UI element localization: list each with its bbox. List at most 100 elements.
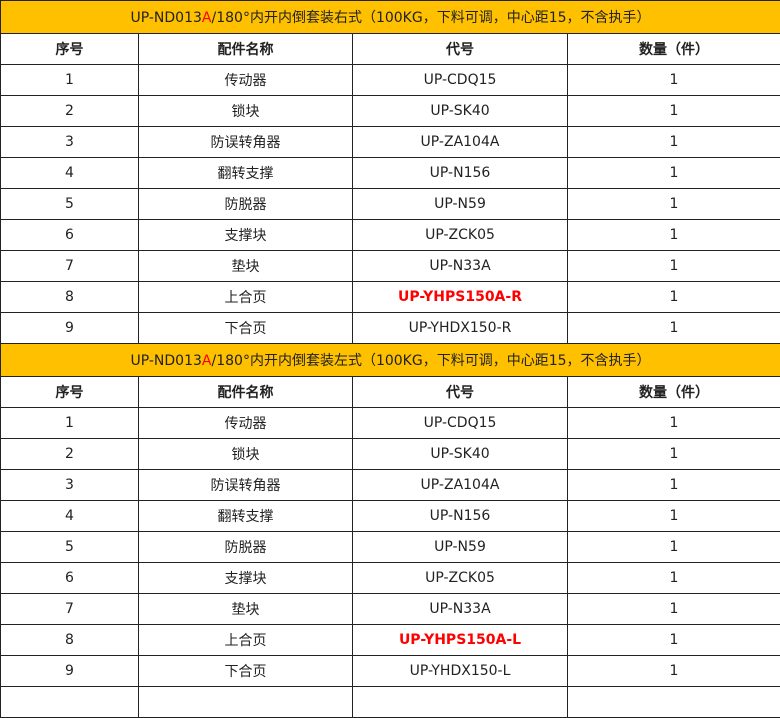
title-highlight: A	[202, 353, 212, 369]
column-header: 代号	[353, 34, 568, 65]
cell-code: UP-N33A	[353, 594, 568, 625]
cell-code: UP-SK40	[353, 96, 568, 127]
cell-name: 垫块	[139, 251, 353, 282]
column-header: 配件名称	[139, 34, 353, 65]
cell-name: 传动器	[139, 65, 353, 96]
cell-name: 垫块	[139, 594, 353, 625]
cell-no: 5	[1, 189, 139, 220]
cell-qty: 1	[568, 158, 780, 189]
cell-no: 6	[1, 563, 139, 594]
cell-code: UP-ZA104A	[353, 470, 568, 501]
cell-no: 8	[1, 625, 139, 656]
title-highlight: A	[202, 10, 212, 26]
cell-qty: 1	[568, 625, 780, 656]
cell-no: 6	[1, 220, 139, 251]
cell-qty: 1	[568, 656, 780, 687]
cell-code: UP-CDQ15	[353, 408, 568, 439]
cell-qty: 1	[568, 532, 780, 563]
title-suffix: /180°内开内倒套装左式（100KG，下料可调，中心距15，不含执手）	[212, 353, 651, 369]
cell-no: 7	[1, 594, 139, 625]
column-header: 序号	[1, 34, 139, 65]
cell-qty: 1	[568, 127, 780, 158]
section-title: UP-ND013A/180°内开内倒套装右式（100KG，下料可调，中心距15，…	[1, 1, 780, 34]
cell-name: 上合页	[139, 625, 353, 656]
column-header: 数量（件）	[568, 377, 780, 408]
cell-name: 锁块	[139, 439, 353, 470]
section-title-row: UP-ND013A/180°内开内倒套装左式（100KG，下料可调，中心距15，…	[1, 344, 780, 377]
cell-name: 支撑块	[139, 563, 353, 594]
cell-code: UP-CDQ15	[353, 65, 568, 96]
empty-cell	[1, 687, 139, 718]
cell-no: 1	[1, 408, 139, 439]
cell-qty: 1	[568, 439, 780, 470]
cell-qty: 1	[568, 282, 780, 313]
cell-no: 7	[1, 251, 139, 282]
cell-no: 3	[1, 127, 139, 158]
cell-code: UP-ZCK05	[353, 220, 568, 251]
cell-name: 传动器	[139, 408, 353, 439]
column-header: 序号	[1, 377, 139, 408]
cell-name: 下合页	[139, 313, 353, 344]
cell-name: 翻转支撑	[139, 501, 353, 532]
cell-qty: 1	[568, 594, 780, 625]
cell-qty: 1	[568, 251, 780, 282]
cell-no: 9	[1, 313, 139, 344]
title-prefix: UP-ND013	[131, 353, 202, 369]
cell-no: 8	[1, 282, 139, 313]
section-title-row: UP-ND013A/180°内开内倒套装右式（100KG，下料可调，中心距15，…	[1, 1, 780, 34]
cell-name: 翻转支撑	[139, 158, 353, 189]
cell-no: 4	[1, 158, 139, 189]
cell-qty: 1	[568, 96, 780, 127]
empty-cell	[353, 687, 568, 718]
cell-qty: 1	[568, 408, 780, 439]
title-prefix: UP-ND013	[131, 10, 202, 26]
cell-no: 5	[1, 532, 139, 563]
header-row: 序号配件名称代号数量（件）	[1, 34, 780, 65]
cell-code: UP-YHPS150A-R	[353, 282, 568, 313]
cell-qty: 1	[568, 189, 780, 220]
cell-qty: 1	[568, 501, 780, 532]
cell-no: 9	[1, 656, 139, 687]
cell-name: 防脱器	[139, 532, 353, 563]
cell-code: UP-N156	[353, 158, 568, 189]
column-header: 数量（件）	[568, 34, 780, 65]
column-header: 代号	[353, 377, 568, 408]
cell-code: UP-YHDX150-L	[353, 656, 568, 687]
cell-code: UP-YHPS150A-L	[353, 625, 568, 656]
cell-no: 2	[1, 439, 139, 470]
cell-no: 4	[1, 501, 139, 532]
cell-code: UP-N33A	[353, 251, 568, 282]
empty-row	[1, 687, 780, 718]
header-row: 序号配件名称代号数量（件）	[1, 377, 780, 408]
cell-qty: 1	[568, 220, 780, 251]
cell-code: UP-ZA104A	[353, 127, 568, 158]
cell-no: 2	[1, 96, 139, 127]
cell-name: 锁块	[139, 96, 353, 127]
empty-cell	[139, 687, 353, 718]
cell-code: UP-N59	[353, 189, 568, 220]
cell-code: UP-N59	[353, 532, 568, 563]
cell-qty: 1	[568, 470, 780, 501]
title-suffix: /180°内开内倒套装右式（100KG，下料可调，中心距15，不含执手）	[212, 10, 651, 26]
cell-name: 防误转角器	[139, 127, 353, 158]
empty-cell	[568, 687, 780, 718]
cell-code: UP-N156	[353, 501, 568, 532]
cell-code: UP-ZCK05	[353, 563, 568, 594]
